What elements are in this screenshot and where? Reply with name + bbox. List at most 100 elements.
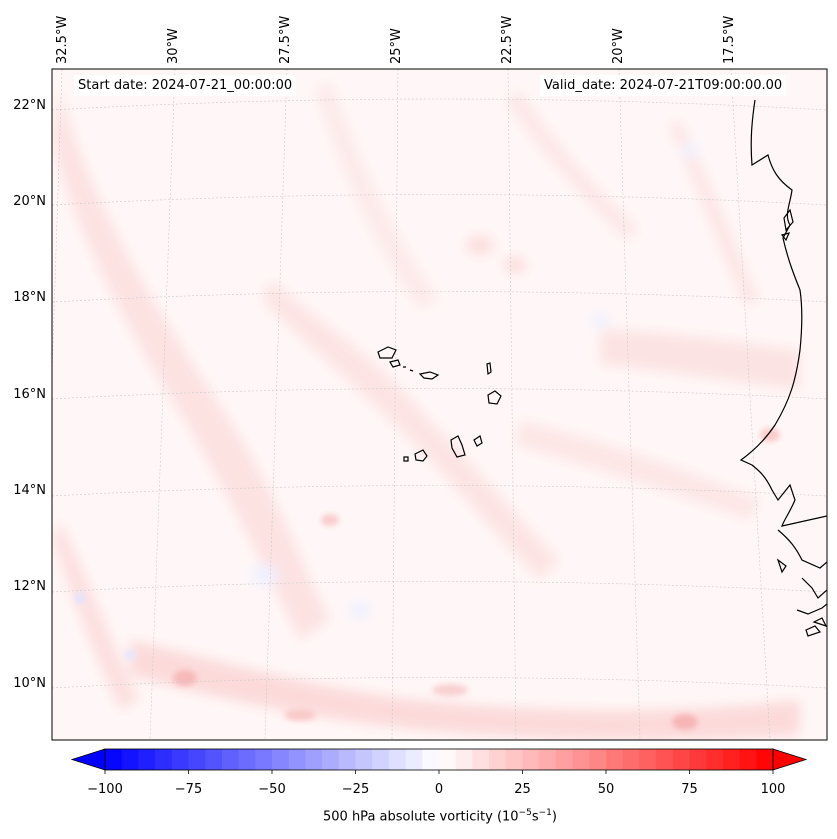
colorbar-cell <box>622 749 640 770</box>
lat-label-12n: 12°N <box>13 579 46 594</box>
lon-label-30w: 30°W <box>166 28 181 64</box>
colorbar-cell <box>188 749 206 770</box>
parallel-14n <box>52 485 827 497</box>
colorbar-cell <box>405 749 423 770</box>
lon-label-25w: 25°W <box>389 28 404 64</box>
guinea-coast-2 <box>796 603 827 615</box>
colorbar-cell <box>739 749 757 770</box>
colorbar-label-text: 500 hPa absolute vorticity (10 <box>323 809 519 825</box>
colorbar-low-extend <box>70 748 106 771</box>
colorbar-cell <box>322 749 340 770</box>
island-sao-nicolau <box>418 371 440 380</box>
lon-label-17-5w: 17.5°W <box>722 15 737 64</box>
colorbar-cell <box>706 749 724 770</box>
island-fogo <box>414 449 428 462</box>
coast-islet-2 <box>783 208 794 232</box>
colorbar-label-end: ) <box>551 809 557 825</box>
colorbar-tick-label: 100 <box>760 782 786 797</box>
bijagos-island <box>805 625 822 637</box>
colorbar-cell <box>388 749 407 770</box>
lat-label-22n: 22°N <box>13 98 46 113</box>
valid-date-label: Valid_date: 2024-07-21T09:00:00.00 <box>540 75 787 96</box>
lat-label-20n: 20°N <box>13 194 46 209</box>
colorbar-label: 500 hPa absolute vorticity (10−5s−1) <box>0 808 837 824</box>
colorbar-cell <box>288 749 306 770</box>
colorbar-cell <box>422 749 440 770</box>
meridian-17-5w <box>730 69 771 740</box>
colorbar-cells <box>105 749 774 770</box>
colorbar-cell <box>255 749 273 770</box>
island-santo-antao <box>377 346 397 359</box>
colorbar-cell <box>171 749 189 770</box>
vorticity-bands <box>52 80 800 740</box>
island-sal <box>486 362 492 376</box>
colorbar-cell <box>639 749 657 770</box>
colorbar-cell <box>105 749 123 770</box>
parallel-20n <box>52 194 827 206</box>
lon-label-22-5w: 22.5°W <box>500 15 515 64</box>
colorbar-cell <box>221 749 240 770</box>
colorbar <box>70 748 808 774</box>
colorbar-cell <box>121 749 139 770</box>
colorbar-tick-label: −75 <box>174 782 203 797</box>
guinea-coast <box>801 577 827 599</box>
colorbar-cell <box>589 749 607 770</box>
parallel-16n <box>52 388 827 400</box>
colorbar-cell <box>722 749 741 770</box>
colorbar-cell <box>272 749 290 770</box>
colorbar-cell <box>672 749 690 770</box>
colorbar-cell <box>606 749 624 770</box>
colorbar-label-exp2: −1 <box>538 808 552 818</box>
colorbar-label-unit: s <box>531 809 539 825</box>
lon-label-20w: 20°W <box>611 28 626 64</box>
island-maio <box>473 435 483 447</box>
colorbar-tick-label: 50 <box>597 782 615 797</box>
coast-islet-3 <box>780 232 791 242</box>
colorbar-cell <box>505 749 523 770</box>
map-frame <box>51 68 828 741</box>
colorbar-cell <box>205 749 223 770</box>
guinea-bissau-coast <box>777 529 827 569</box>
island-santiago <box>450 435 466 458</box>
colorbar-cell <box>305 749 323 770</box>
colorbar-tick-label: 75 <box>681 782 698 797</box>
coastlines <box>377 99 827 637</box>
parallel-10n <box>52 677 827 689</box>
lat-label-18n: 18°N <box>13 290 46 305</box>
colorbar-cell <box>355 749 373 770</box>
colorbar-cell <box>555 749 574 770</box>
parallel-12n <box>52 581 827 593</box>
colorbar-cell <box>338 749 356 770</box>
parallel-18n <box>52 291 827 303</box>
colorbar-cell <box>656 749 674 770</box>
colorbar-cell <box>539 749 557 770</box>
africa-coastline <box>739 99 827 527</box>
lat-label-10n: 10°N <box>13 676 46 691</box>
lat-label-16n: 16°N <box>13 387 46 402</box>
bijagos-island-2 <box>812 617 827 627</box>
colorbar-cell <box>455 749 473 770</box>
lat-label-14n: 14°N <box>13 483 46 498</box>
colorbar-cell <box>522 749 540 770</box>
colorbar-cell <box>472 749 490 770</box>
vorticity-field <box>52 69 827 740</box>
island-sao-vicente <box>389 359 401 368</box>
colorbar-cell <box>138 749 156 770</box>
start-date-label: Start date: 2024-07-21_00:00:00 <box>74 75 297 96</box>
colorbar-cell <box>572 749 590 770</box>
colorbar-tick-marks <box>104 770 774 774</box>
colorbar-cell <box>756 749 774 770</box>
colorbar-tick-label: −100 <box>87 782 123 797</box>
colorbar-tick-label: −25 <box>341 782 370 797</box>
parallel-22n <box>52 98 827 111</box>
colorbar-cell <box>439 749 457 770</box>
coast-islet <box>776 558 787 574</box>
island-brava <box>403 456 409 462</box>
colorbar-cell <box>489 749 507 770</box>
colorbar-cell <box>155 749 173 770</box>
colorbar-high-extend <box>772 748 808 771</box>
colorbar-cell <box>689 749 707 770</box>
lon-label-27-5w: 27.5°W <box>278 15 293 64</box>
island-boa-vista <box>487 390 502 405</box>
